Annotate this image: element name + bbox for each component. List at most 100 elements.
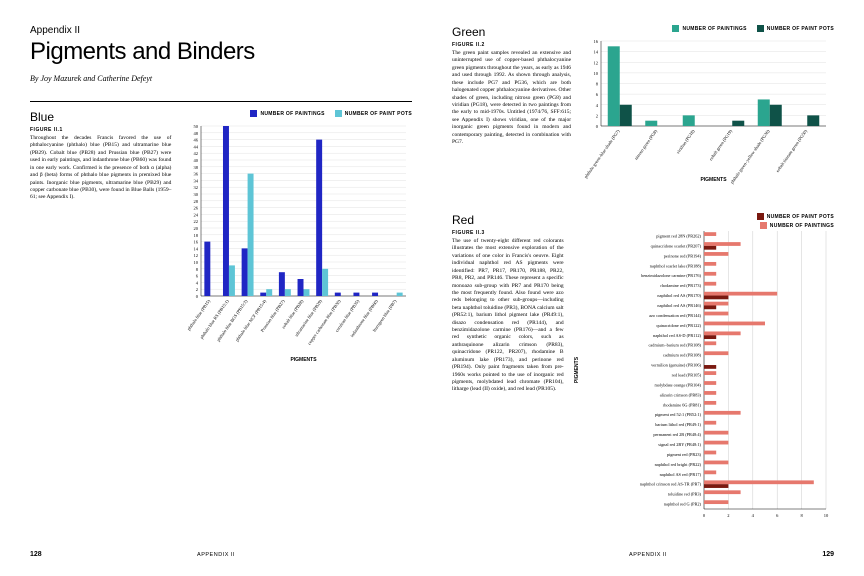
svg-text:pigment red 28N (PR262): pigment red 28N (PR262) [656,233,701,238]
chart-red: 0246810pigment red 28N (PR262)quinacrido… [574,213,834,523]
svg-text:8: 8 [800,513,803,518]
svg-text:nitroso green (PG8): nitroso green (PG8) [634,128,659,161]
byline: By Joy Mazurek and Catherine Defeyt [30,74,412,83]
svg-text:naphthol AS red (PR17): naphthol AS red (PR17) [659,472,701,477]
svg-text:azo condensation red (PR144): azo condensation red (PR144) [649,313,701,318]
svg-text:naphthol red AS (PR146): naphthol red AS (PR146) [657,303,701,308]
svg-text:vermilion (genuine) (PR106): vermilion (genuine) (PR106) [651,363,701,368]
svg-text:barium lithol red (PR49:1): barium lithol red (PR49:1) [655,422,701,427]
svg-text:naphthol red AS (PR170): naphthol red AS (PR170) [657,293,701,298]
svg-text:copper carbonate blue (PB30): copper carbonate blue (PB30) [307,298,342,345]
svg-text:50: 50 [194,124,199,129]
svg-text:40: 40 [194,158,199,163]
svg-text:4: 4 [596,103,599,108]
svg-text:viridian (PG18): viridian (PG18) [675,128,696,155]
svg-text:naphthol scarlet lake (PR188): naphthol scarlet lake (PR188) [649,263,701,268]
svg-text:quinacridone scarlet (PR207): quinacridone scarlet (PR207) [650,243,701,248]
svg-text:PIGMENTS: PIGMENTS [291,357,318,363]
svg-text:red lead (PR105): red lead (PR105) [671,372,701,377]
chart-green: 0246810121416phthalo green–blue shade (P… [581,36,831,196]
svg-text:cobalt green (PG19): cobalt green (PG19) [708,128,733,161]
svg-text:quinacridone red (PR122): quinacridone red (PR122) [656,323,701,328]
legend-label: NUMBER OF PAINT POTS [345,111,412,117]
svg-text:pigment red 52:1 (PR52:1): pigment red 52:1 (PR52:1) [654,412,701,417]
svg-text:26: 26 [194,206,199,211]
svg-text:2: 2 [596,113,598,118]
svg-text:alizarin crimson (PR83): alizarin crimson (PR83) [659,392,701,397]
legend-label: NUMBER OF PAINTINGS [682,26,746,32]
svg-text:6: 6 [596,92,599,97]
svg-text:phthalo green–yellow shade (PG: phthalo green–yellow shade (PG36) [729,128,771,184]
svg-text:toluidine red (PR3): toluidine red (PR3) [667,492,701,497]
svg-text:46: 46 [194,138,199,143]
svg-text:16: 16 [194,240,199,245]
section-title-red: Red [452,213,564,227]
legend-label: NUMBER OF PAINT POTS [767,26,834,32]
section-green: Green FIGURE II.2 The green paint sample… [452,25,834,201]
svg-text:14: 14 [594,50,599,55]
svg-text:4: 4 [196,280,199,285]
svg-text:0: 0 [196,294,199,299]
section-red: Red FIGURE II.3 The use of twenty-eight … [452,213,834,528]
rule [30,101,412,102]
svg-text:48: 48 [194,131,199,136]
svg-text:cadmium–barium red (PR108): cadmium–barium red (PR108) [648,343,701,348]
svg-text:14: 14 [194,246,199,251]
svg-text:phthalo green–blue shade (PG7): phthalo green–blue shade (PG7) [583,128,621,179]
svg-text:0: 0 [596,124,599,129]
svg-text:42: 42 [194,151,199,156]
body-text-red: The use of twenty-eight different red co… [452,238,564,394]
svg-text:naphthol red bright (PR22): naphthol red bright (PR22) [654,462,701,467]
body-text-green: The green paint samples revealed an exte… [452,50,571,146]
section-title-blue: Blue [30,110,171,124]
legend-red: NUMBER OF PAINT POTS NUMBER OF PAINTINGS [757,213,834,231]
legend-blue: NUMBER OF PAINTINGS NUMBER OF PAINT POTS [181,110,412,117]
svg-text:22: 22 [194,219,199,224]
svg-text:10: 10 [594,71,599,76]
svg-text:naphthol red G (PR2): naphthol red G (PR2) [663,502,701,507]
svg-text:44: 44 [194,144,199,149]
body-text-blue: Throughout the decades Francis favored t… [30,135,171,202]
svg-text:8: 8 [596,82,599,87]
page-number: 128 [30,551,42,558]
section-blue: Blue FIGURE II.1 Throughout the decades … [30,110,412,386]
footer-label: APPENDIX II [197,552,235,558]
svg-text:rhodamine red (PR173): rhodamine red (PR173) [660,283,701,288]
svg-text:rhodamine 6G (PR81): rhodamine 6G (PR81) [662,402,701,407]
svg-text:molybdate orange (PR104): molybdate orange (PR104) [654,382,701,387]
svg-text:16: 16 [594,39,599,44]
page-number: 129 [822,551,834,558]
svg-text:36: 36 [194,172,199,177]
svg-text:benzimidazolone carmine (PR176: benzimidazolone carmine (PR176) [641,273,701,278]
svg-text:0: 0 [702,513,705,518]
footer-label: APPENDIX II [629,552,667,558]
svg-text:PIGMENTS: PIGMENTS [700,177,727,183]
svg-text:20: 20 [194,226,199,231]
svg-text:naphthol crimson red AS-TR (PR: naphthol crimson red AS-TR (PR7) [639,482,701,487]
legend-green: NUMBER OF PAINTINGS NUMBER OF PAINT POTS [581,25,834,32]
svg-text:34: 34 [194,178,199,183]
svg-text:4: 4 [751,513,754,518]
chart-blue: 0246810121416182022242628303234363840424… [181,121,411,381]
svg-text:cadmium red (PR108): cadmium red (PR108) [662,353,701,358]
section-title-green: Green [452,25,571,39]
svg-text:6: 6 [196,274,199,279]
figure-label-red: FIGURE II.3 [452,230,564,236]
svg-text:PIGMENTS: PIGMENTS [574,356,580,383]
svg-text:24: 24 [194,212,199,217]
legend-label: NUMBER OF PAINTINGS [770,223,834,229]
figure-label-green: FIGURE II.2 [452,42,571,48]
svg-text:12: 12 [194,253,199,258]
legend-label: NUMBER OF PAINTINGS [260,111,324,117]
svg-text:30: 30 [194,192,199,197]
svg-text:28: 28 [194,199,199,204]
svg-text:pigment red (PR23): pigment red (PR23) [666,452,701,457]
svg-text:10: 10 [194,260,199,265]
svg-text:permanent red 2B (PR48:4): permanent red 2B (PR48:4) [653,432,701,437]
svg-text:8: 8 [196,267,199,272]
svg-text:naphthol red AS-D (PR112): naphthol red AS-D (PR112) [653,333,702,338]
svg-text:6: 6 [776,513,779,518]
page-title: Pigments and Binders [30,38,412,66]
svg-text:cobalt titanate green (PG50): cobalt titanate green (PG50) [775,128,809,173]
svg-text:perinone red (PR194): perinone red (PR194) [663,253,701,258]
